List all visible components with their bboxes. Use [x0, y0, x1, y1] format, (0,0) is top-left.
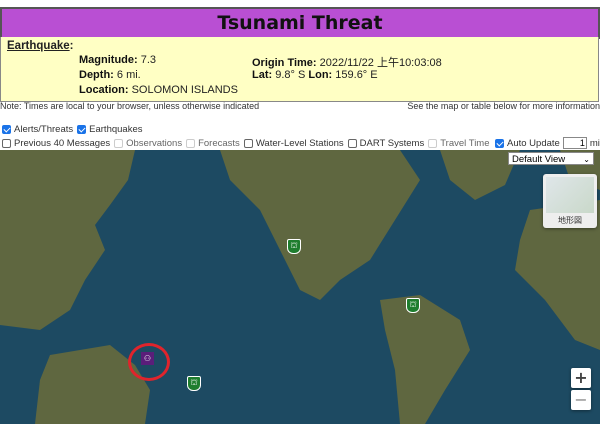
auto-update-checkbox[interactable]	[495, 138, 504, 148]
alerts-label: Alerts/Threats	[14, 124, 74, 135]
chevron-down-icon: ⌄	[583, 155, 590, 164]
page-title: Tsunami Threat	[0, 7, 600, 39]
location: Location: SOLOMON ISLANDS	[79, 84, 238, 96]
zoom-in-button[interactable]: +	[571, 368, 591, 388]
coordinates: Lat: 9.8° S Lon: 159.6° E	[252, 69, 378, 81]
travel-time-checkbox[interactable]	[428, 139, 438, 148]
alerts-checkbox[interactable]	[2, 125, 11, 134]
auto-update-unit: min	[589, 137, 600, 149]
dart-label: DART Systems	[359, 138, 425, 149]
terrain-toggle-button[interactable]: 地形図	[543, 174, 597, 228]
earthquakes-label: Earthquakes	[89, 124, 143, 135]
earthquake-info-panel: Earthquake: Magnitude: 7.3 Depth: 6 mi. …	[0, 37, 599, 102]
view-select[interactable]: Default View ⌄	[508, 152, 594, 165]
previous-messages-label: Previous 40 Messages	[14, 138, 111, 149]
earthquakes-checkbox[interactable]	[77, 125, 87, 134]
terrain-thumbnail	[546, 177, 594, 213]
map-land	[0, 150, 600, 424]
map[interactable]: ⛫ ⛫ ⛫	[0, 150, 600, 424]
timezone-note: Note: Times are local to your browser, u…	[0, 101, 260, 111]
alert-marker[interactable]: ⛫	[287, 239, 301, 254]
depth: Depth: 6 mi.	[79, 69, 141, 81]
epicenter-highlight-ring	[128, 343, 170, 381]
travel-time-label: Travel Time	[440, 138, 490, 149]
water-level-label: Water-Level Stations	[255, 138, 344, 149]
origin-time: Origin Time: 2022/11/22 上午10:03:08	[252, 57, 442, 69]
forecasts-checkbox[interactable]	[186, 139, 196, 148]
alert-marker[interactable]: ⛫	[187, 376, 201, 391]
alert-marker[interactable]: ⛫	[406, 298, 420, 313]
auto-update-interval-input[interactable]	[562, 137, 587, 149]
water-level-checkbox[interactable]	[243, 139, 253, 148]
map-table-note: See the map or table below for more info…	[407, 101, 600, 111]
forecasts-label: Forecasts	[198, 138, 240, 149]
previous-messages-checkbox[interactable]	[2, 139, 11, 148]
earthquake-heading: Earthquake:	[7, 40, 74, 52]
observations-label: Observations	[126, 138, 183, 149]
dart-checkbox[interactable]	[347, 139, 357, 148]
auto-update-label: Auto Update	[507, 137, 560, 149]
magnitude: Magnitude: 7.3	[79, 54, 157, 66]
observations-checkbox[interactable]	[114, 139, 124, 148]
zoom-out-button[interactable]: −	[571, 390, 591, 410]
